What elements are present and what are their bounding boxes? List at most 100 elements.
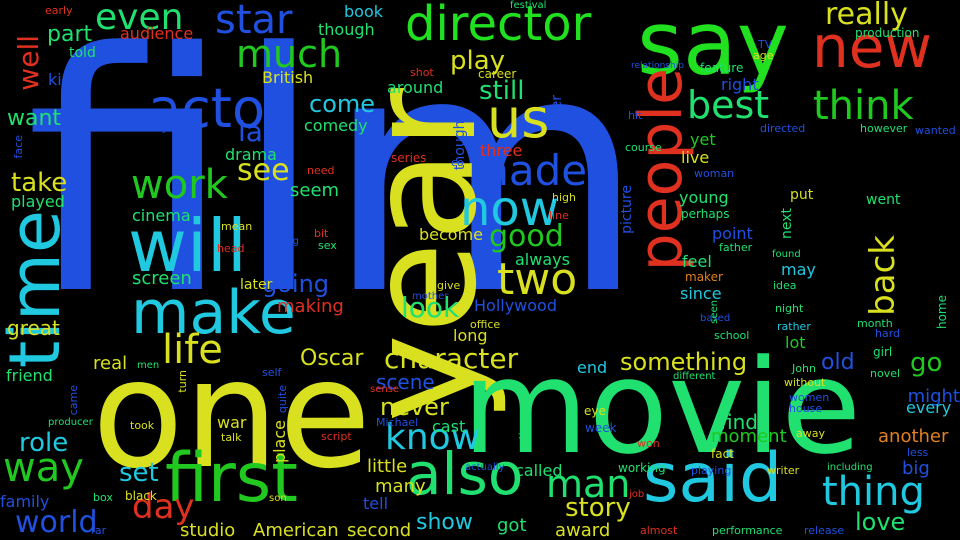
word-last: last xyxy=(238,115,289,148)
word-less: less xyxy=(907,446,929,459)
word-cinema: cinema xyxy=(132,206,191,225)
word-sex: sex xyxy=(318,239,337,252)
word-little: little xyxy=(367,456,408,477)
word-drama: drama xyxy=(225,145,277,164)
word-us: us xyxy=(487,87,550,150)
word-seem: seem xyxy=(290,180,340,201)
word-first: first xyxy=(165,439,298,518)
word-told: told xyxy=(69,45,96,61)
word-people: people xyxy=(626,68,696,272)
word-friend: friend xyxy=(6,366,53,385)
word-might: might xyxy=(907,386,960,407)
word-moment: moment xyxy=(711,426,787,447)
word-picture: picture xyxy=(619,185,635,234)
word-turn: turn xyxy=(176,370,189,393)
word-son: son xyxy=(269,493,287,504)
word-festival: festival xyxy=(510,0,547,11)
word-new: new xyxy=(812,13,932,81)
word-course: course xyxy=(625,141,662,154)
word-quite: quite xyxy=(276,385,289,414)
word-home: home xyxy=(935,295,949,330)
word-co: co xyxy=(451,156,464,169)
word-know: know xyxy=(385,417,481,458)
word-going: going xyxy=(262,270,330,298)
word-around: around xyxy=(387,78,444,97)
word-work: work xyxy=(131,162,228,208)
word-great: great xyxy=(7,316,60,340)
word-show: show xyxy=(416,510,473,535)
word-never: never xyxy=(380,393,449,421)
word-men: men xyxy=(137,360,160,371)
word-director: director xyxy=(405,0,592,52)
word-yet: yet xyxy=(690,130,716,149)
word-guy: guy xyxy=(65,89,86,102)
word-said: said xyxy=(643,439,783,518)
word-relationship: relationship xyxy=(631,61,684,71)
word-now: now xyxy=(460,181,560,237)
word-want: want xyxy=(7,106,62,131)
word-always: always xyxy=(515,250,570,269)
word-day: day xyxy=(132,487,195,527)
word-women: women xyxy=(789,391,830,404)
word-month: month xyxy=(857,317,893,330)
word-still: still xyxy=(479,76,525,106)
word-rather: rather xyxy=(777,320,811,333)
word-play: play xyxy=(450,46,506,76)
word-performance: performance xyxy=(712,524,783,537)
word-become: become xyxy=(419,225,484,244)
word-book: book xyxy=(344,2,383,21)
word-mother: mother xyxy=(412,291,449,302)
word-feel: feel xyxy=(682,252,712,271)
word-early: early xyxy=(45,4,73,17)
word-ever: ever xyxy=(549,95,565,127)
word-based: based xyxy=(700,313,731,324)
word-may: may xyxy=(781,260,816,279)
word-fact: fact xyxy=(711,447,734,461)
word-tell: tell xyxy=(363,494,389,513)
word-career: career xyxy=(478,67,517,81)
word-played: played xyxy=(11,192,65,211)
word-young: young xyxy=(679,188,729,207)
word-movie: movie xyxy=(462,331,862,483)
word-girl: girl xyxy=(873,345,893,359)
word-directed: directed xyxy=(760,122,806,135)
word-word: word xyxy=(74,195,85,220)
word-comedy: comedy xyxy=(304,116,368,135)
word-love: love xyxy=(855,508,906,536)
word-actually: actually xyxy=(465,462,505,473)
word-real: real xyxy=(93,353,128,374)
word-hit: hit xyxy=(628,109,643,122)
word-job: job xyxy=(629,489,645,500)
word-time: time xyxy=(0,210,76,369)
word-self: self xyxy=(262,366,282,379)
word-shot: shot xyxy=(410,66,434,79)
word-everything: everything xyxy=(137,121,197,134)
word-one: one xyxy=(92,328,372,502)
word-give: give xyxy=(437,279,461,292)
word-michael: Michael xyxy=(376,416,419,429)
word-though: though xyxy=(318,20,375,39)
word-best: best xyxy=(687,83,770,127)
word-screen: screen xyxy=(132,268,192,289)
word-something: something xyxy=(620,348,748,376)
word-black: black xyxy=(125,489,157,503)
word-look: look xyxy=(401,291,460,324)
word-release: release xyxy=(804,524,845,537)
word-point: point xyxy=(712,224,753,243)
word-many: many xyxy=(375,476,426,497)
word-line: line xyxy=(549,209,569,222)
word-working: working xyxy=(618,461,666,475)
word-sense: sense xyxy=(370,384,400,395)
word-away: away xyxy=(796,427,825,440)
word-right: right xyxy=(721,75,759,94)
word-box: box xyxy=(93,491,113,504)
word-made: made xyxy=(468,146,588,195)
word-end: end xyxy=(577,358,608,377)
word-idea: idea xyxy=(773,279,797,292)
word-father: father xyxy=(719,241,753,254)
word-almost: almost xyxy=(640,524,678,537)
word-making: making xyxy=(277,296,344,317)
word-house: house xyxy=(789,402,823,415)
word-much: much xyxy=(236,32,343,76)
